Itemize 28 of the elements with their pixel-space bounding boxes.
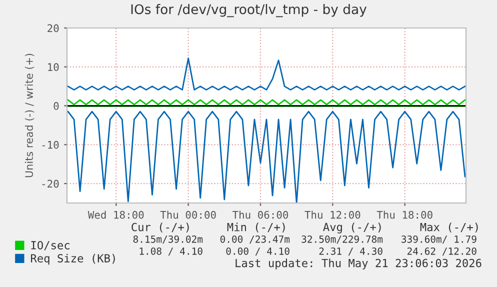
x-tick-label: Thu 12:00 xyxy=(304,210,360,219)
y-axis-title: Units read (-) / write (+) xyxy=(24,54,34,178)
text: 0.00 /23.47m xyxy=(220,235,290,244)
legend-label: Req Size (KB) xyxy=(31,254,115,265)
x-tick-label: Wed 18:00 xyxy=(88,210,144,219)
y-tick-label: -10 xyxy=(42,140,59,149)
text: 339.60m/ 1.79 xyxy=(402,235,476,244)
text: 32.50m/229.78m xyxy=(302,235,383,244)
text: 24.62 /12.20 xyxy=(407,247,476,256)
text: 1.08 / 4.10 xyxy=(140,247,202,256)
line-series xyxy=(67,58,466,91)
x-tick-label: Thu 00:00 xyxy=(160,210,216,219)
y-tick-label: 20 xyxy=(48,24,59,32)
legend-label: IO/sec xyxy=(31,241,70,250)
x-tick-label: Thu 06:00 xyxy=(232,210,288,219)
text: 2.31 / 4.30 xyxy=(319,247,382,256)
x-tick-label: Thu 18:00 xyxy=(376,210,432,219)
y-tick-label: -20 xyxy=(42,180,59,188)
text: Min (-/+) xyxy=(227,222,285,233)
text: 8.15m/39.02m xyxy=(133,235,203,244)
text: Avg (-/+) xyxy=(323,222,381,234)
text: 0.00 / 4.10 xyxy=(226,247,290,256)
text: Last update: Thu May 21 23:06:03 2026 xyxy=(236,258,482,270)
y-tick-label: 0 xyxy=(54,102,59,110)
text: Cur (-/+) xyxy=(132,222,189,233)
y-tick-label: 10 xyxy=(48,63,59,72)
text: Max (-/+) xyxy=(420,222,478,233)
chart-title: IOs for /dev/vg_root/lv_tmp - by day xyxy=(131,4,367,18)
